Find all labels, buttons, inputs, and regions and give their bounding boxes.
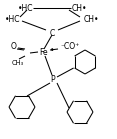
Text: CH•: CH• [72,3,88,13]
Text: ⁻CO⁺: ⁻CO⁺ [60,42,79,50]
Text: O: O [11,42,17,50]
Text: CH•: CH• [84,14,99,23]
Text: P: P [51,75,55,84]
Text: C: C [49,28,55,38]
Text: •: • [50,45,54,54]
Text: •HC: •HC [4,14,20,23]
Text: CH₃: CH₃ [12,60,24,66]
Text: Fe: Fe [40,48,48,56]
Text: •HC: •HC [18,3,33,13]
